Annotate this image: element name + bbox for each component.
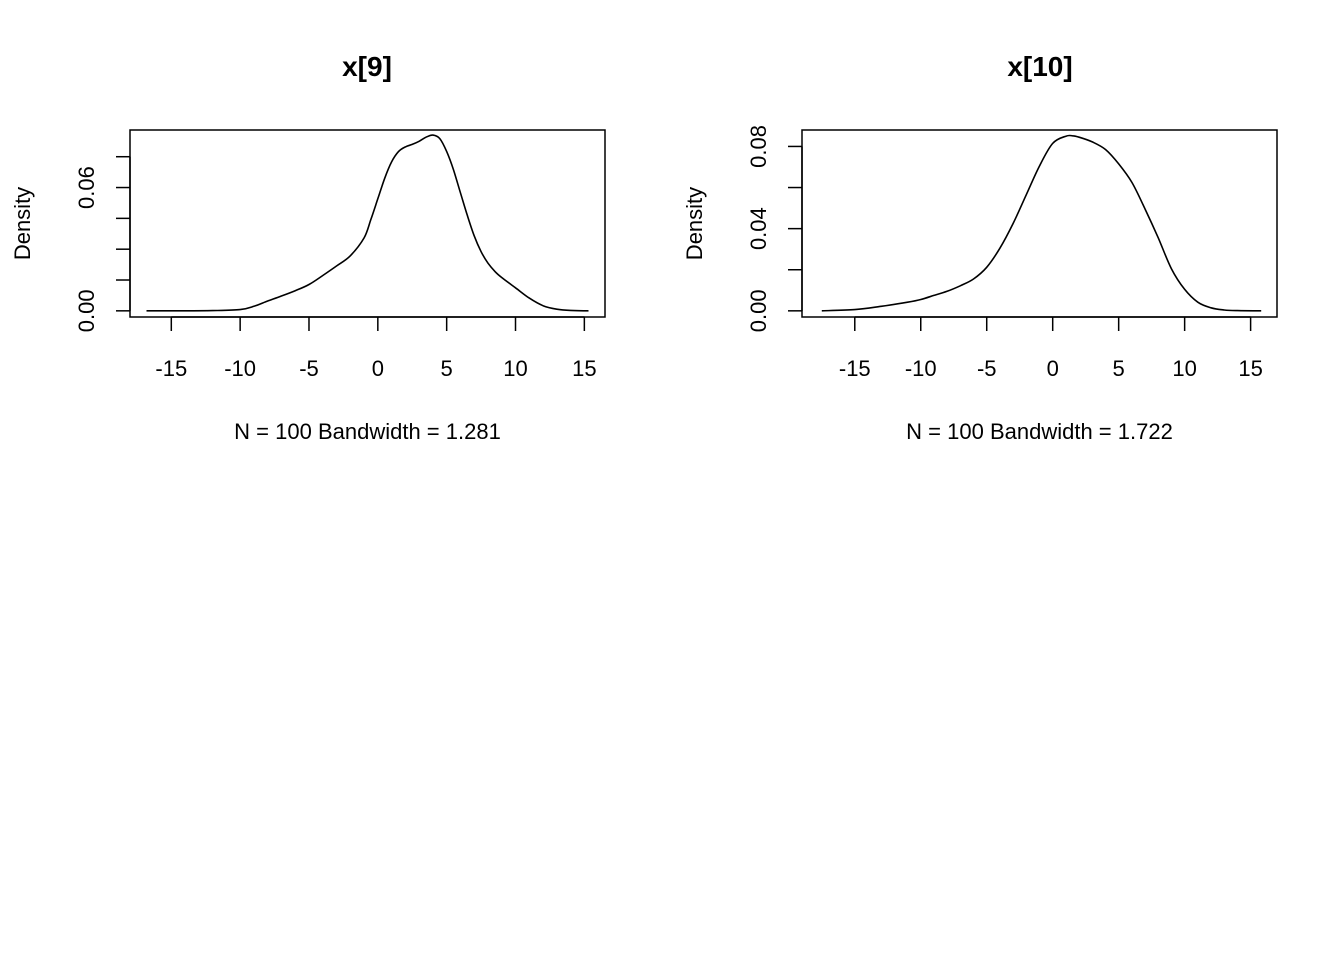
plot-frame <box>801 129 1278 318</box>
x-tick-label: -15 <box>839 356 871 381</box>
plot-title: x[9] <box>342 51 392 82</box>
plot-frame <box>129 129 606 318</box>
density-curve <box>146 134 589 312</box>
density-curve <box>821 134 1262 312</box>
y-tick-label: 0.06 <box>74 166 99 209</box>
x-tick-label: 10 <box>503 356 527 381</box>
y-axis-label: Density <box>682 187 707 260</box>
x-tick-label: -5 <box>299 356 319 381</box>
y-tick-label: 0.00 <box>74 289 99 332</box>
x-tick-label: -5 <box>977 356 997 381</box>
x-tick-label: 5 <box>1113 356 1125 381</box>
x-tick-label: 0 <box>372 356 384 381</box>
plot-title: x[10] <box>1007 51 1072 82</box>
density-panel-2: x[10] -15 -10 -5 0 5 10 15 0.00 0.04 0.08 Density N … <box>682 51 1278 444</box>
y-axis-label: Density <box>10 187 35 260</box>
y-tick-label: 0.00 <box>746 289 771 332</box>
x-tick-label: -10 <box>905 356 937 381</box>
y-tick-label: 0.04 <box>746 207 771 250</box>
x-tick-label: -10 <box>224 356 256 381</box>
x-axis-label: N = 100 Bandwidth = 1.281 <box>234 419 501 444</box>
x-tick-label: 5 <box>441 356 453 381</box>
x-axis-label: N = 100 Bandwidth = 1.722 <box>906 419 1173 444</box>
density-panel-1: x[9] -15 -10 -5 0 5 10 15 0.00 0.06 Density N = 100… <box>10 51 606 444</box>
y-tick-label: 0.08 <box>746 125 771 168</box>
x-tick-label: -15 <box>155 356 187 381</box>
x-tick-label: 15 <box>1238 356 1262 381</box>
x-tick-label: 0 <box>1047 356 1059 381</box>
x-tick-label: 10 <box>1172 356 1196 381</box>
x-tick-label: 15 <box>572 356 596 381</box>
